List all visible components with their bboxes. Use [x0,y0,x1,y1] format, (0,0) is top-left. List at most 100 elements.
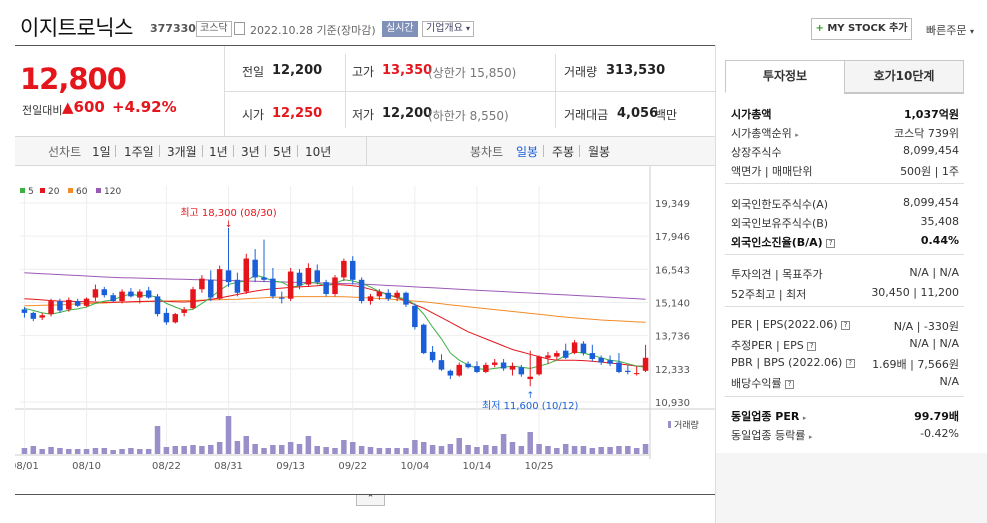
industry-per-label[interactable]: 동일업종 PER ▸ [731,410,807,423]
volume-bar [137,449,143,454]
candle-body [376,291,383,297]
par-label: 액면가 | 매매단위 [731,165,813,178]
calendar-icon [234,22,245,35]
high-annotation: 최고 18,300 (08/30) [180,207,276,219]
volume-bar [48,447,54,454]
candle-body [518,367,525,375]
period-1d[interactable]: 1일 [92,145,111,159]
plus-icon: + [815,23,824,34]
candle-monthly[interactable]: 월봉 [588,145,611,159]
volume-bar [163,447,170,454]
help-icon[interactable]: ? [785,380,795,389]
candle-body [137,291,143,298]
prev-close-label: 전일 [242,65,265,79]
volume-bar [367,447,374,454]
industry-rate-label[interactable]: 동일업종 등락률 ▸ [731,429,813,442]
volume-bar [385,448,391,454]
volume-bar [642,444,649,454]
x-tick-label: 10/25 [525,461,554,472]
candle-body [66,299,72,310]
cap-rank-label[interactable]: 시가총액순위 ▸ [731,127,799,140]
candle-body [30,312,37,319]
volume-bar [589,448,596,454]
price-chart[interactable]: 19,349 17,946 16,543 15,140 13,736 12,333 10,9… [15,166,715,496]
legend-swatch [96,188,101,193]
tab-invest-info[interactable]: 투자정보 [725,60,845,93]
volume-bar [145,449,152,454]
period-3y[interactable]: 3년 [241,145,260,159]
foreign-rate-label: 외국인소진율(B/A) ? [731,234,836,250]
candle-body [154,296,161,315]
shares-value: 8,099,454 [903,144,959,157]
legend-swatch [20,188,25,193]
per-value: N/A | -330원 [893,320,959,333]
volume-bar [110,450,116,454]
high-value: 13,350 [382,63,433,78]
panel-divider [715,45,716,523]
high-label: 고가 [352,65,375,79]
upper-limit: (상한가 15,850) [428,66,517,80]
candle-body [554,353,560,357]
market-badge: 코스닥 [196,21,232,37]
volume-bar [536,444,542,454]
volume-bar [181,446,187,454]
volume-bar [101,448,108,454]
divider [725,254,964,255]
amount-unit: 백만 [655,108,678,122]
divider [725,183,964,184]
candle-body [48,301,54,315]
x-tick-label: 09/13 [276,461,305,472]
collapse-button[interactable]: ⌃ [356,495,385,506]
candle-weekly[interactable]: 주봉 [552,145,575,159]
tab-hoga-10[interactable]: 호가10단계 [844,60,964,93]
industry-per-value: 99.79배 [914,410,959,423]
low-label: 저가 [352,108,375,122]
candle-body [83,298,90,306]
week52-value: 30,450 | 11,200 [871,286,959,299]
market-cap-value: 1,037억원 [903,108,959,121]
period-3m[interactable]: 3개월 [167,145,197,159]
week52-label: 52주최고 | 최저 [731,288,807,301]
period-1w[interactable]: 1주일 [124,145,154,159]
volume-bar [83,449,90,454]
period-5y[interactable]: 5년 [273,145,292,159]
opinion-label: 투자의견 | 목표주가 [731,268,823,281]
volume-bar [296,444,303,454]
quick-order-button[interactable]: 빠른주문 ▾ [926,22,974,38]
candle-body [403,292,409,305]
candle-daily[interactable]: 일봉 [516,145,539,159]
help-icon[interactable]: ? [826,239,836,248]
low-value: 12,200 [382,106,433,121]
candle-body [642,357,649,371]
candle-body [199,278,205,290]
candle-body [474,366,480,372]
candle-body [305,267,312,285]
volume-bar [474,447,480,454]
help-icon[interactable]: ? [841,321,851,330]
x-tick-label: 08/31 [214,461,243,472]
legend-label: 5 [28,187,34,197]
volume-bar [412,440,418,454]
period-10y[interactable]: 10년 [305,145,332,159]
realtime-button[interactable]: 실시간 [382,21,418,37]
candle-body [491,362,498,365]
my-stock-add-button[interactable]: + MY STOCK 추가 [811,18,912,40]
foreign-rate-value: 0.44% [920,234,959,247]
period-1y[interactable]: 1년 [209,145,228,159]
volume-bar [216,442,223,454]
legend-swatch [68,188,73,193]
per-label: PER | EPS(2022.06) ? [731,318,851,331]
candle-body [420,324,427,354]
chevron-down-icon: ▾ [969,27,974,36]
volume-bar [394,448,400,454]
right-panel [716,45,987,523]
panel-footer [716,453,987,523]
help-icon[interactable]: ? [845,359,855,368]
candle-body [252,259,258,278]
candle-body [456,364,462,376]
price-change-percent: +4.92% [112,98,177,116]
help-icon[interactable]: ? [807,342,817,351]
caret-right-icon: ▸ [795,131,799,139]
volume-bar [616,446,622,454]
company-overview-button[interactable]: 기업개요 ▾ [422,21,475,37]
